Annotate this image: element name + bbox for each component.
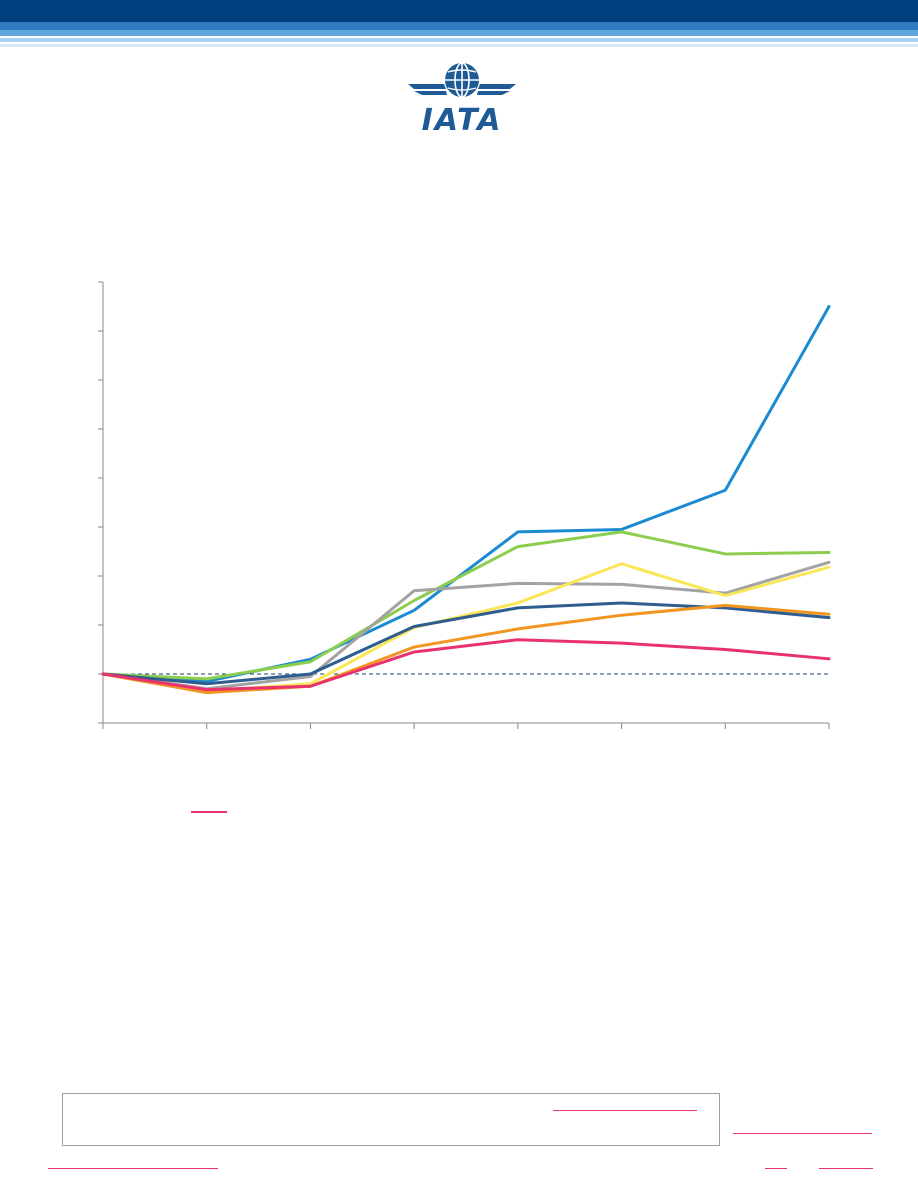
rss-link-underline[interactable] <box>765 1168 787 1169</box>
header-band-light <box>0 30 918 36</box>
footer-notice-box <box>62 1093 720 1146</box>
iata-logo: IATA <box>404 56 520 136</box>
subscribe-link-underline[interactable] <box>733 1133 872 1134</box>
header-band <box>0 0 918 47</box>
chart-series <box>101 305 831 695</box>
series-line-3 <box>101 560 831 691</box>
header-band-dark <box>0 0 918 22</box>
series-line-1 <box>101 305 831 683</box>
globe-wings-icon <box>408 62 516 98</box>
series-line-7 <box>101 638 831 692</box>
website-link-underline[interactable] <box>48 1168 218 1169</box>
legend-swatch-pink <box>191 811 227 813</box>
series-line-6 <box>101 603 831 695</box>
header-band-pale <box>0 38 918 42</box>
series-line-4 <box>101 562 831 693</box>
chart-axes <box>98 281 830 729</box>
footer-box-link-underline[interactable] <box>553 1110 697 1111</box>
line-chart <box>98 281 831 729</box>
header-band-faint <box>0 44 918 47</box>
header-band-mid <box>0 22 918 30</box>
twitter-link-underline[interactable] <box>819 1168 873 1169</box>
series-line-2 <box>101 530 831 681</box>
logo-wordmark: IATA <box>421 103 503 138</box>
